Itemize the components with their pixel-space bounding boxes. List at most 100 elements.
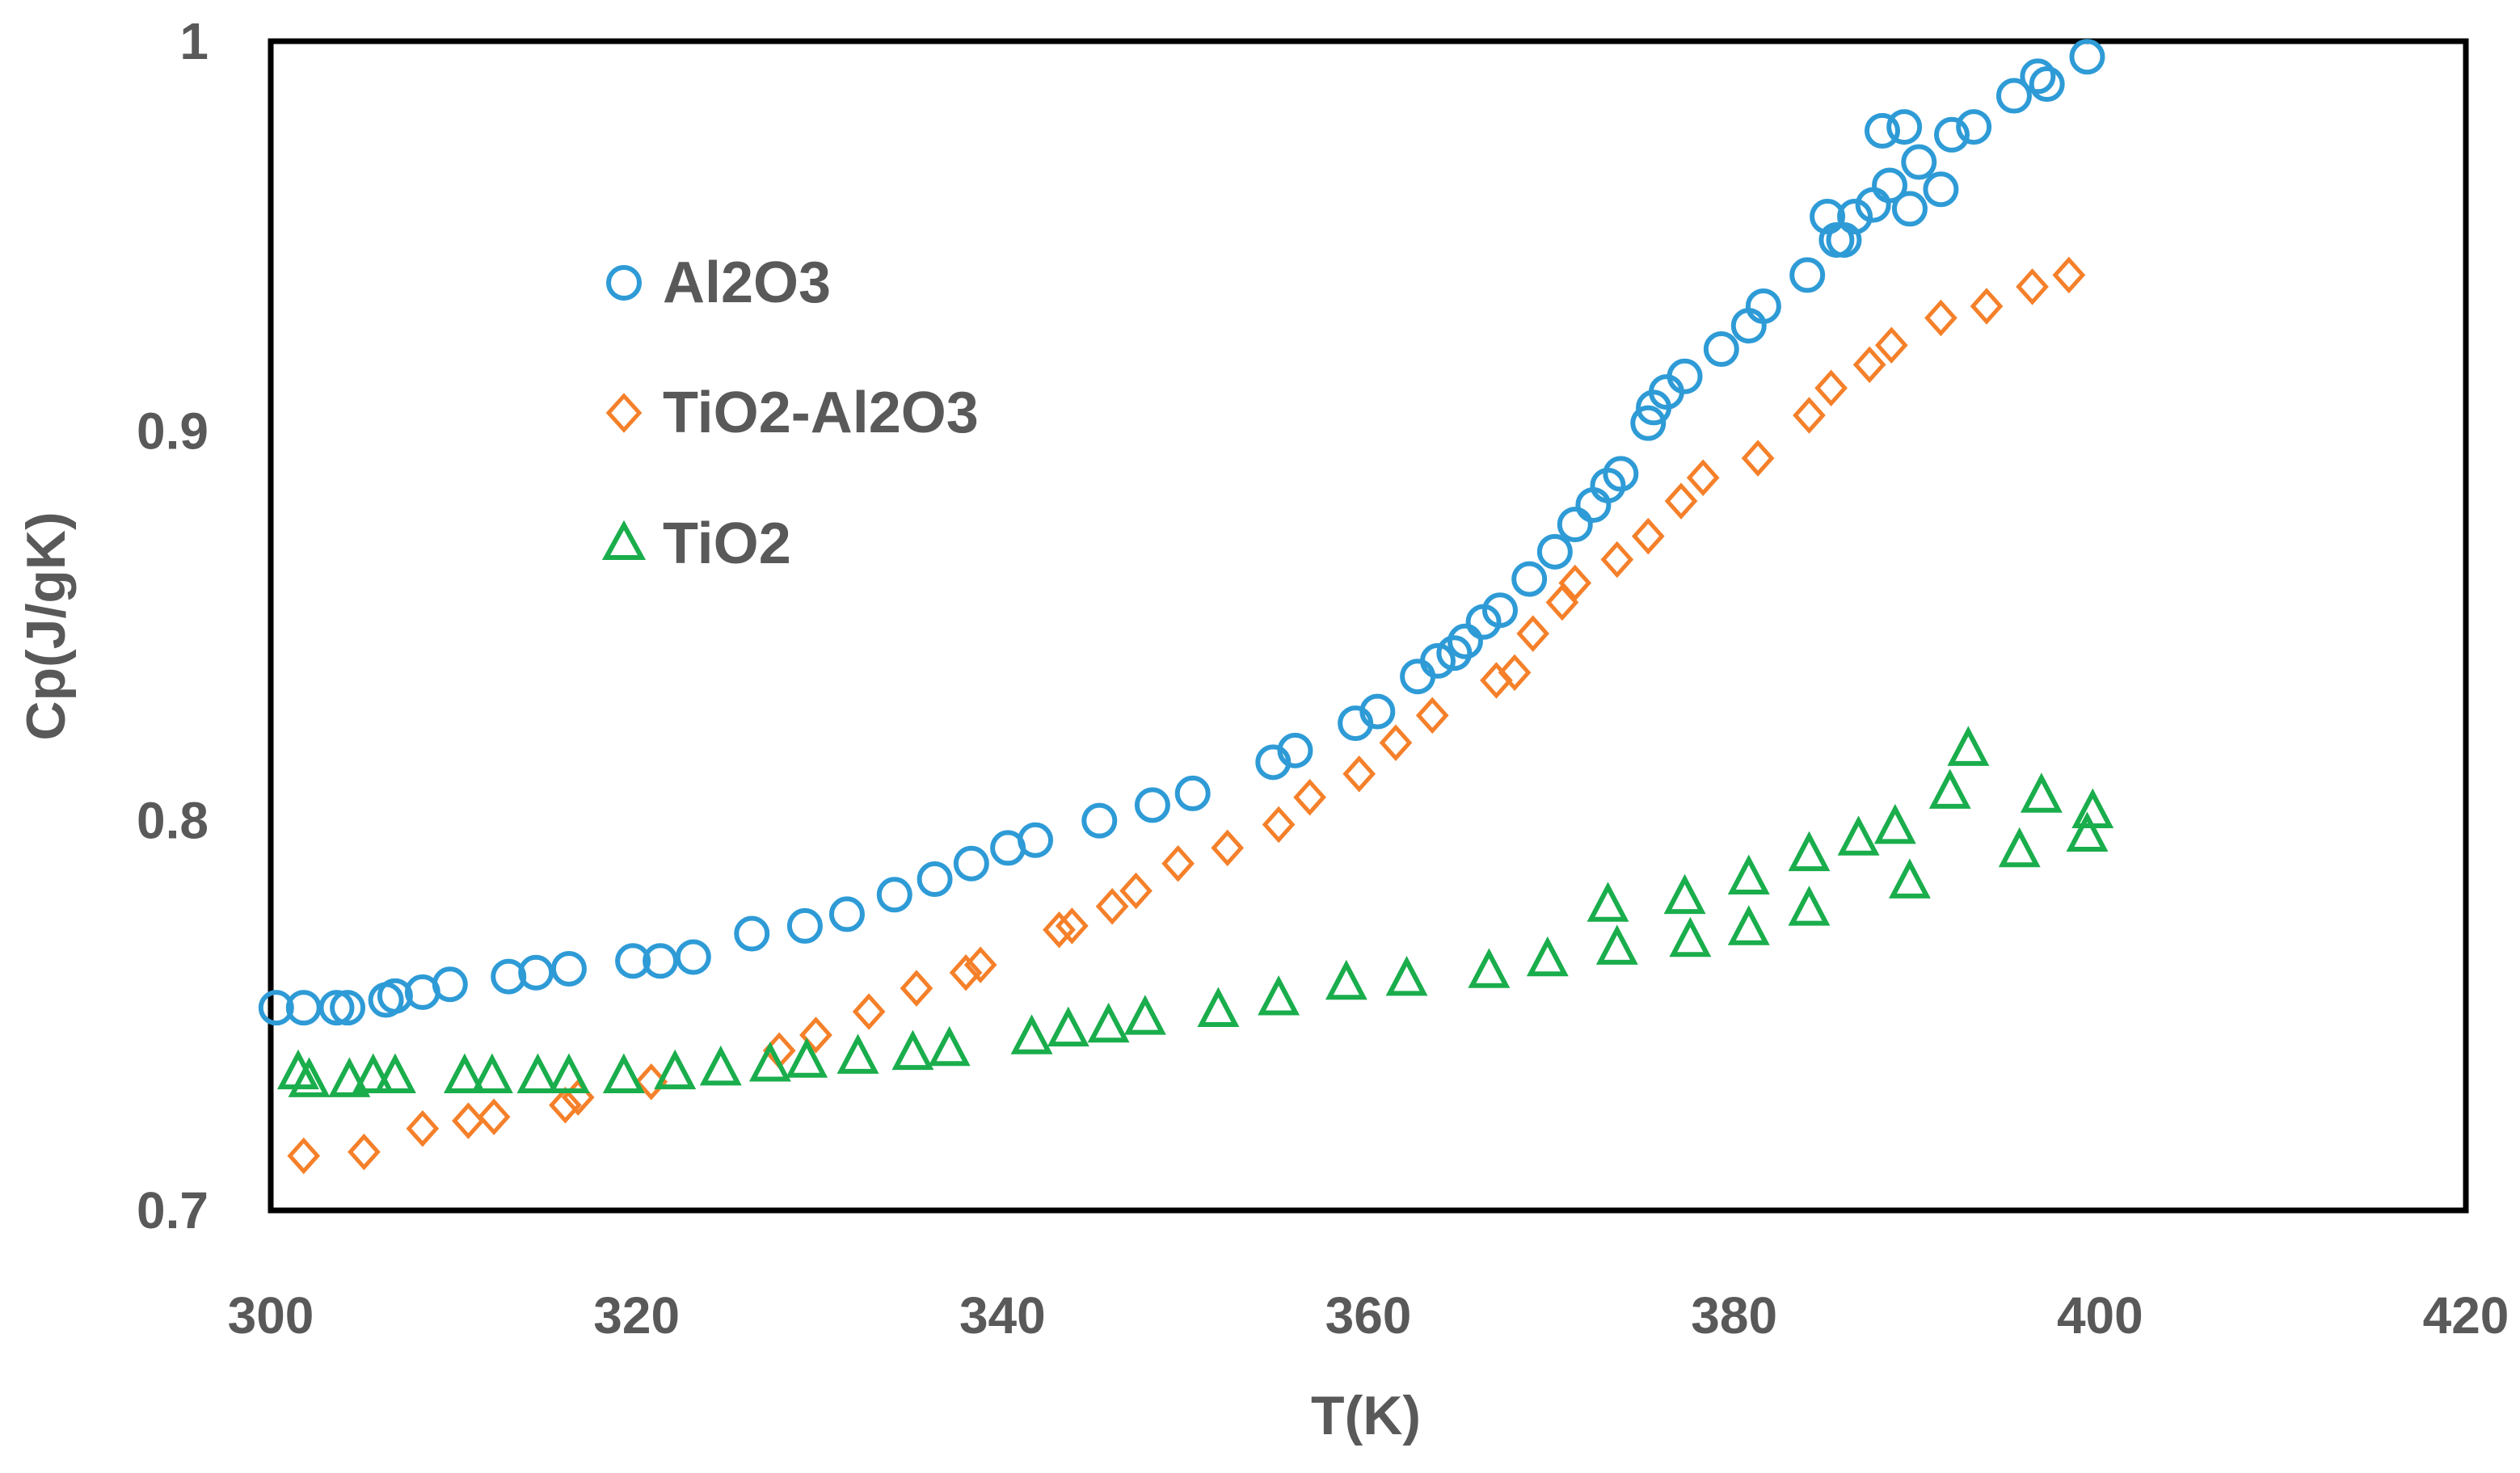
data-point	[377, 978, 413, 1014]
data-point	[1010, 1014, 1053, 1054]
data-point	[1526, 936, 1569, 977]
data-point	[654, 1049, 697, 1090]
data-point	[549, 1087, 582, 1124]
data-point	[699, 1045, 742, 1086]
data-point	[328, 1057, 371, 1097]
data-point	[1536, 533, 1573, 570]
y-tick-label: 1	[179, 12, 209, 70]
data-point	[1814, 369, 1848, 407]
data-point	[1741, 440, 1775, 477]
data-point	[1095, 888, 1129, 925]
data-point	[1481, 592, 1518, 629]
data-point	[1385, 955, 1428, 996]
data-point	[2020, 58, 2056, 95]
data-point	[1727, 905, 1770, 945]
data-point	[258, 990, 294, 1026]
data-point	[1891, 191, 1928, 227]
data-point	[1788, 886, 1831, 926]
data-point	[1511, 561, 1548, 597]
data-point	[876, 877, 912, 913]
data-point	[1667, 358, 1703, 394]
data-point	[1516, 615, 1550, 652]
data-point	[1837, 815, 1880, 856]
data-point	[675, 939, 711, 975]
legend-item-tio2-al2o3: TiO2-Al2O3	[605, 381, 979, 445]
data-point	[836, 1033, 879, 1074]
data-point	[734, 915, 770, 952]
data-point	[953, 845, 989, 882]
data-point	[2071, 788, 2114, 829]
data-point	[615, 943, 651, 979]
data-point	[900, 970, 933, 1007]
legend-item-tio2: TiO2	[601, 511, 791, 576]
data-point	[348, 1133, 381, 1171]
data-point	[550, 950, 587, 987]
data-point	[1595, 924, 1638, 965]
data-point	[1174, 775, 1211, 811]
x-tick-label: 300	[228, 1286, 314, 1345]
data-point	[748, 1042, 791, 1082]
data-point	[1703, 331, 1739, 368]
data-point	[786, 1037, 828, 1078]
data-point	[1468, 948, 1511, 988]
x-tick-labels: 300 320 340 360 380 400 420	[228, 1286, 2509, 1345]
data-point	[1998, 827, 2041, 868]
data-point	[1947, 726, 1990, 766]
data-point	[917, 861, 953, 898]
data-point	[373, 1053, 416, 1094]
x-axis-label: T(K)	[1311, 1385, 1421, 1446]
data-point	[1928, 768, 1971, 809]
series-tio2	[276, 726, 2114, 1097]
data-point	[1557, 507, 1593, 543]
data-point	[852, 993, 886, 1030]
data-point	[786, 907, 823, 944]
data-point	[1277, 732, 1313, 768]
data-point	[2029, 66, 2065, 103]
data-point	[1161, 844, 1195, 882]
data-point	[1018, 822, 1054, 858]
data-point	[1420, 642, 1456, 679]
data-point	[1587, 882, 1629, 922]
x-tick-label: 320	[593, 1286, 680, 1345]
data-point	[1047, 1006, 1089, 1047]
data-point	[1872, 167, 1908, 204]
data-point	[1087, 1002, 1130, 1043]
data-point	[1262, 806, 1296, 844]
data-point	[477, 1098, 511, 1135]
data-point	[1837, 199, 1873, 235]
data-point	[1043, 911, 1076, 949]
data-point	[406, 1109, 440, 1147]
series-al2o3	[258, 39, 2105, 1026]
data-point	[443, 1053, 486, 1094]
legend-label-tio2: TiO2	[663, 511, 791, 576]
data-point	[547, 1053, 590, 1094]
data-point	[928, 1025, 971, 1067]
data-point	[1293, 778, 1326, 816]
data-point	[518, 954, 554, 991]
data-point	[288, 1057, 331, 1097]
data-point	[1415, 697, 1449, 734]
data-point	[1600, 541, 1634, 579]
x-tick-label: 420	[2423, 1286, 2509, 1345]
data-point	[1727, 854, 1770, 895]
data-point	[1995, 78, 2032, 114]
data-point	[1342, 755, 1376, 793]
data-point	[516, 1053, 559, 1094]
data-point	[1664, 482, 1698, 520]
data-point	[1258, 975, 1300, 1016]
data-point	[1789, 257, 1826, 293]
data-point	[1197, 987, 1240, 1028]
data-point	[1545, 583, 1579, 621]
data-point	[1134, 787, 1170, 823]
data-point	[2020, 772, 2063, 813]
data-point	[318, 990, 355, 1026]
y-tick-label: 0.8	[137, 792, 209, 850]
data-point	[1793, 397, 1826, 434]
y-tick-label: 0.9	[137, 402, 209, 460]
data-point	[1874, 326, 1908, 364]
data-point	[1211, 829, 1245, 867]
data-point	[1686, 459, 1720, 496]
y-axis-label: Cp(J/gK)	[15, 511, 77, 740]
data-point	[2016, 268, 2049, 305]
